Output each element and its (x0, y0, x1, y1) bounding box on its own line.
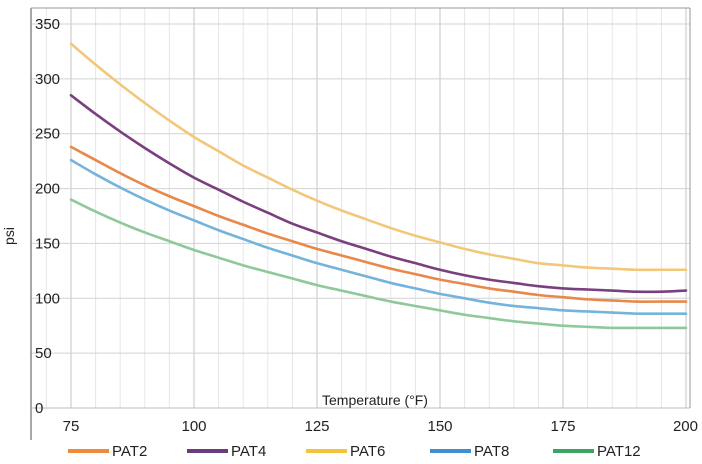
y-tick-label: 200 (35, 181, 60, 198)
x-tick-label: 125 (304, 418, 329, 435)
legend-label-pat2: PAT2 (112, 443, 147, 459)
y-tick-label: 350 (35, 16, 60, 33)
legend-label-pat4: PAT4 (231, 443, 266, 459)
x-tick-label: 75 (63, 418, 80, 435)
legend-label-pat6: PAT6 (350, 443, 385, 459)
series-line-pat6 (69, 42, 688, 272)
series-line-pat4 (69, 94, 688, 294)
y-tick-label: 100 (35, 290, 60, 307)
tick-labels: 0 50 100 150 200 250 300 350 75 100 125 150 175 200 (35, 16, 698, 435)
legend-swatch-pat6 (306, 449, 347, 453)
grid-lines (31, 8, 690, 409)
y-tick-label: 50 (35, 345, 52, 362)
x-tick-label: 175 (550, 418, 575, 435)
x-tick-label: 200 (673, 418, 698, 435)
series-line-pat8 (69, 158, 688, 316)
legend-swatch-pat4 (187, 449, 228, 453)
legend-swatch-pat8 (430, 449, 471, 453)
series-lines (69, 42, 688, 330)
y-tick-label: 250 (35, 126, 60, 143)
y-tick-label: 150 (35, 235, 60, 252)
x-tick-label: 150 (427, 418, 452, 435)
y-axis-title: psi (1, 227, 17, 245)
legend-label-pat12: PAT12 (597, 443, 641, 459)
x-axis-title: Temperature (°F) (322, 392, 428, 408)
legend: PAT2 PAT4 PAT6 PAT8 PAT12 (68, 443, 641, 460)
y-tick-label: 300 (35, 71, 60, 88)
legend-swatch-pat2 (68, 449, 109, 453)
legend-swatch-pat12 (553, 449, 594, 453)
axes (30, 7, 691, 440)
x-tick-label: 100 (181, 418, 206, 435)
y-tick-label: 0 (35, 400, 43, 417)
legend-label-pat8: PAT8 (474, 443, 509, 459)
series-line-pat2 (69, 145, 688, 303)
series-line-pat12 (69, 198, 688, 330)
